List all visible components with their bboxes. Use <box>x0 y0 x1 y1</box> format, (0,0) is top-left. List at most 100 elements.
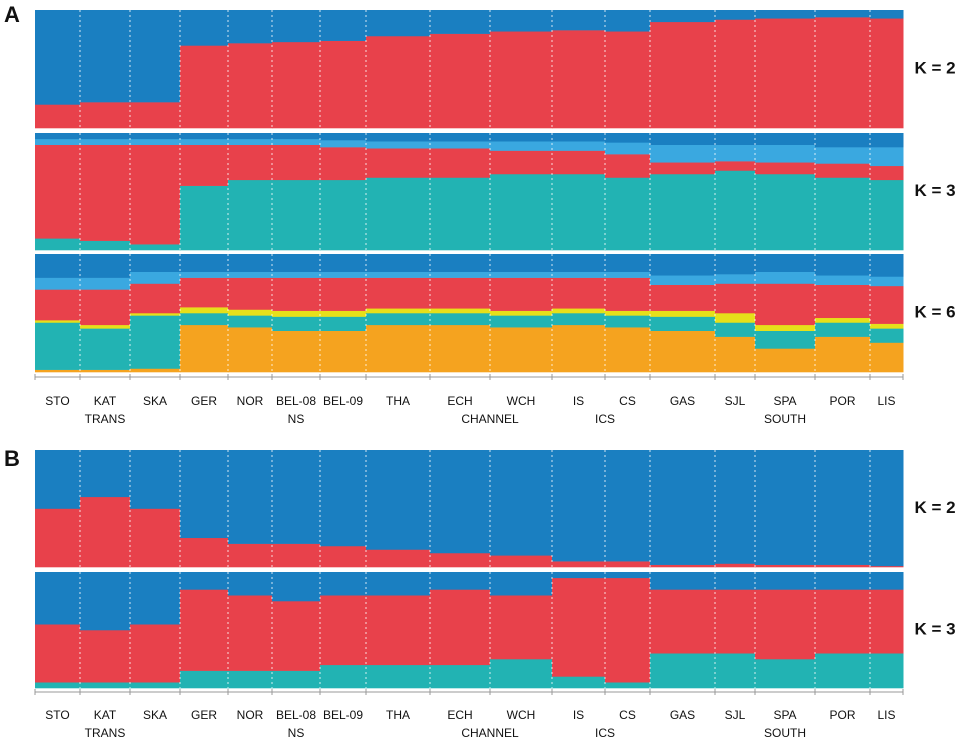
population-label: STO <box>45 708 69 722</box>
ancestry-bar <box>490 315 553 328</box>
ancestry-bar <box>228 133 273 140</box>
ancestry-bar <box>490 31 553 129</box>
population-label: GAS <box>670 708 695 722</box>
ancestry-bar <box>715 144 756 162</box>
population-label: CS <box>619 394 636 408</box>
ancestry-bar <box>80 102 131 129</box>
ancestry-bar <box>228 138 273 145</box>
population-label: BEL-09 <box>323 394 363 408</box>
population-label: POR <box>829 394 855 408</box>
ancestry-bar <box>715 170 756 251</box>
ancestry-bar <box>755 144 816 163</box>
population-label: CS <box>619 708 636 722</box>
population-label: WCH <box>507 394 536 408</box>
ancestry-bar <box>715 450 756 564</box>
ancestry-bar <box>815 589 871 654</box>
ancestry-bar <box>490 595 553 660</box>
ancestry-bar <box>130 572 181 625</box>
ancestry-bar <box>366 595 431 666</box>
ancestry-bar <box>272 330 321 373</box>
ancestry-bar <box>35 320 81 323</box>
ancestry-bar <box>650 133 716 145</box>
ancestry-bar <box>228 144 273 181</box>
ancestry-bar <box>715 336 756 373</box>
ancestry-bar <box>130 102 181 129</box>
ancestry-bar <box>366 313 431 326</box>
ancestry-bar <box>430 148 491 178</box>
ancestry-bar <box>430 313 491 326</box>
ancestry-bar <box>605 327 651 373</box>
ancestry-bar <box>228 277 273 310</box>
ancestry-bar <box>320 179 367 251</box>
population-label: NOR <box>237 708 264 722</box>
ancestry-bar <box>870 276 904 287</box>
ancestry-bar <box>80 144 131 241</box>
ancestry-bar <box>815 284 871 319</box>
ancestry-bar <box>430 324 491 373</box>
ancestry-bar <box>430 177 491 251</box>
ancestry-bar <box>490 277 553 311</box>
ancestry-bar <box>490 254 553 272</box>
ancestry-bar <box>490 659 553 689</box>
ancestry-bar <box>490 10 553 32</box>
ancestry-bar <box>715 322 756 337</box>
ancestry-bar <box>605 10 651 32</box>
ancestry-bar <box>35 254 81 278</box>
group-label: SOUTH <box>764 726 806 740</box>
ancestry-bar <box>815 177 871 251</box>
ancestry-bar <box>430 589 491 666</box>
ancestry-bar <box>490 141 553 151</box>
ancestry-bar <box>650 653 716 689</box>
ancestry-bar <box>650 310 716 317</box>
ancestry-bar <box>35 508 81 568</box>
ancestry-bar <box>490 271 553 278</box>
ancestry-bar <box>272 316 321 331</box>
ancestry-bar <box>870 450 904 567</box>
ancestry-bar <box>870 565 904 568</box>
population-label: POR <box>829 708 855 722</box>
ancestry-bar <box>272 601 321 671</box>
population-label: BEL-08 <box>276 708 316 722</box>
population-label: SJL <box>725 708 746 722</box>
ancestry-bar <box>35 450 81 509</box>
ancestry-bar <box>320 545 367 568</box>
ancestry-bar <box>815 564 871 568</box>
ancestry-bar <box>870 323 904 329</box>
population-label: GER <box>191 394 217 408</box>
ancestry-bar <box>272 572 321 602</box>
ancestry-bar <box>815 450 871 565</box>
ancestry-bar <box>80 324 131 329</box>
ancestry-bar <box>755 572 816 590</box>
ancestry-bar <box>80 254 131 278</box>
ancestry-bar <box>605 271 651 278</box>
ancestry-bar <box>272 41 321 129</box>
ancestry-bar <box>650 21 716 129</box>
ancestry-bar <box>490 310 553 316</box>
population-label: BEL-08 <box>276 394 316 408</box>
ancestry-bar <box>228 327 273 373</box>
ancestry-bar <box>272 271 321 278</box>
ancestry-bar <box>272 310 321 317</box>
ancestry-bar <box>815 653 871 689</box>
ancestry-bar <box>605 177 651 251</box>
population-label: SPA <box>773 394 796 408</box>
ancestry-bar <box>320 572 367 596</box>
ancestry-bar <box>180 589 229 671</box>
ancestry-bar <box>80 630 131 683</box>
ancestry-bar <box>815 275 871 285</box>
ancestry-bar <box>815 317 871 323</box>
ancestry-bar <box>552 577 606 677</box>
ancestry-bar <box>715 19 756 129</box>
ancestry-bar <box>870 285 904 324</box>
ancestry-bar <box>870 147 904 167</box>
ancestry-bar <box>870 179 904 251</box>
population-label: WCH <box>507 708 536 722</box>
ancestry-bar <box>870 653 904 689</box>
panel-label: A <box>4 2 20 27</box>
ancestry-bar <box>228 595 273 671</box>
ancestry-bar <box>228 271 273 278</box>
population-label: SKA <box>143 394 167 408</box>
population-label: STO <box>45 394 69 408</box>
ancestry-bar <box>130 138 181 145</box>
group-label: NS <box>288 412 305 426</box>
